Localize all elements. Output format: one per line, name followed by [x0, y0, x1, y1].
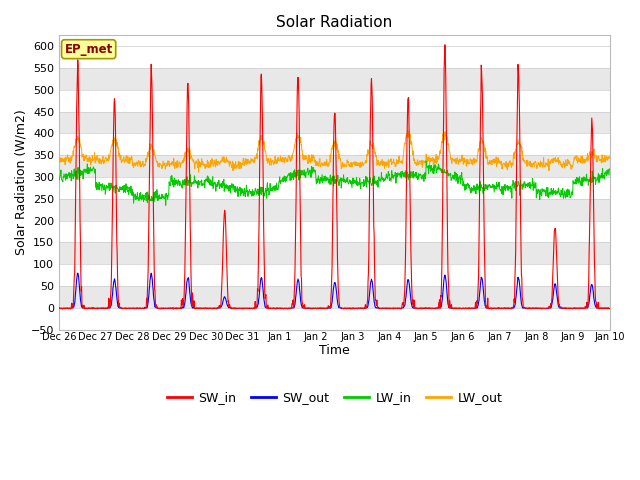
Text: EP_met: EP_met	[65, 43, 113, 56]
SW_in	[170, 306, 177, 312]
Line: SW_out: SW_out	[59, 273, 609, 309]
Bar	[59, 308, 610, 330]
Line: LW_out: LW_out	[59, 130, 609, 172]
LW_in	[178, 183, 186, 189]
Bar	[59, 177, 610, 199]
Bar	[59, 46, 610, 68]
Legend: SW_in, SW_out, LW_in, LW_out: SW_in, SW_out, LW_in, LW_out	[161, 386, 508, 409]
SW_out	[74, 270, 81, 276]
Bar	[59, 155, 610, 177]
Bar	[59, 68, 610, 90]
SW_out	[541, 305, 548, 311]
SW_in	[541, 306, 548, 312]
SW_in	[605, 306, 613, 312]
LW_in	[239, 192, 247, 198]
SW_in	[178, 302, 186, 308]
LW_in	[420, 179, 428, 184]
SW_in	[441, 42, 449, 48]
SW_out	[238, 306, 246, 312]
SW_out	[605, 306, 613, 312]
Bar	[59, 221, 610, 242]
LW_in	[492, 186, 500, 192]
LW_out	[55, 158, 63, 164]
SW_in	[492, 306, 500, 312]
LW_in	[162, 203, 170, 208]
Line: LW_in: LW_in	[59, 161, 609, 205]
LW_in	[605, 166, 613, 172]
Bar	[59, 286, 610, 308]
Bar	[59, 242, 610, 264]
LW_in	[422, 158, 430, 164]
Bar	[59, 199, 610, 221]
LW_out	[177, 161, 185, 167]
Line: SW_in: SW_in	[59, 45, 609, 309]
LW_out	[492, 154, 500, 160]
LW_out	[420, 160, 428, 166]
SW_in	[55, 305, 63, 311]
Bar	[59, 90, 610, 112]
LW_out	[541, 164, 548, 169]
SW_out	[420, 305, 428, 311]
SW_out	[178, 305, 186, 311]
LW_out	[404, 127, 412, 133]
Bar	[59, 112, 610, 133]
LW_in	[541, 187, 548, 193]
SW_out	[55, 305, 63, 311]
Bar	[59, 133, 610, 155]
Title: Solar Radiation: Solar Radiation	[276, 15, 392, 30]
Y-axis label: Solar Radiation (W/m2): Solar Radiation (W/m2)	[15, 109, 28, 255]
LW_in	[55, 178, 63, 183]
SW_in	[164, 305, 172, 311]
SW_out	[492, 305, 500, 311]
LW_out	[195, 169, 202, 175]
SW_in	[239, 305, 247, 311]
LW_out	[605, 155, 613, 161]
X-axis label: Time: Time	[319, 344, 349, 357]
SW_out	[240, 306, 248, 312]
LW_in	[164, 192, 172, 198]
SW_in	[420, 305, 428, 311]
LW_out	[164, 158, 172, 164]
Bar	[59, 264, 610, 286]
LW_out	[239, 156, 247, 161]
SW_out	[164, 305, 172, 311]
